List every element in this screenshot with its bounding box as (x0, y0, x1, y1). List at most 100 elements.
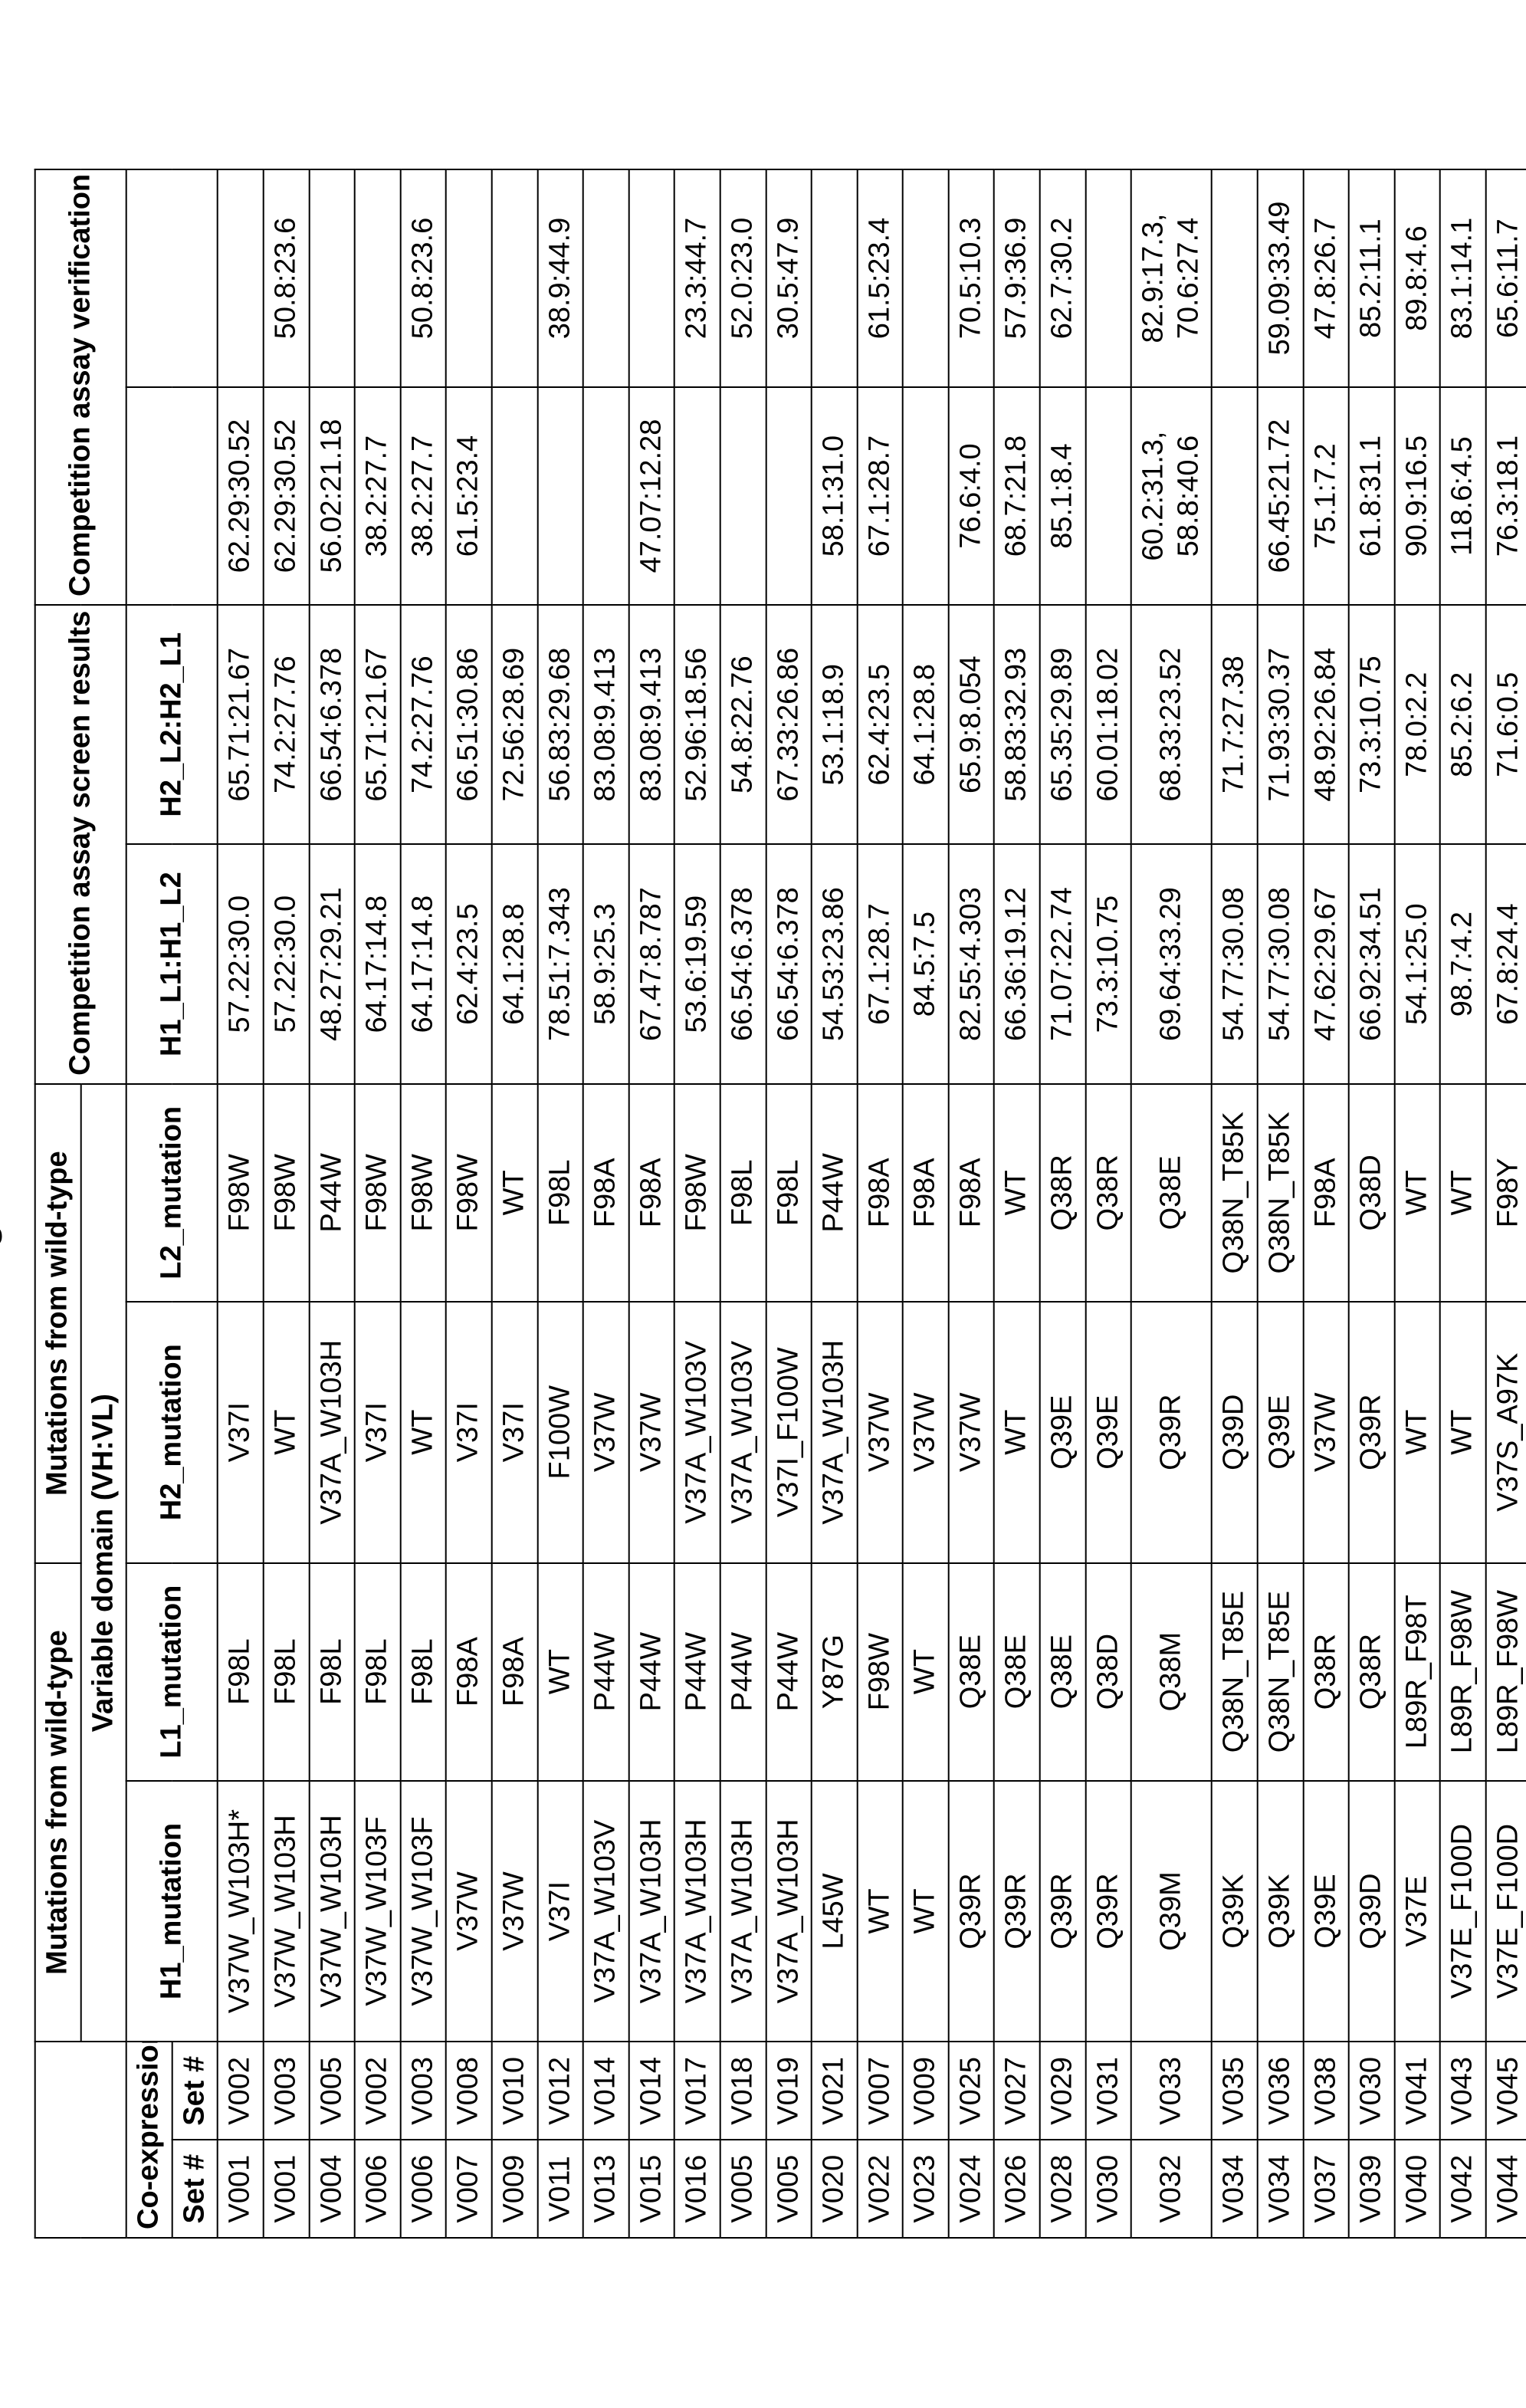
cell-scr2: 58.83:32.93 (994, 605, 1040, 844)
cell-l1: Q38R (1349, 1563, 1395, 1781)
cell-v2: 59.09:33.49 (1258, 169, 1304, 387)
cell-v2: 62.7:30.2 (1040, 169, 1086, 387)
cell-s1: V037 (1303, 2140, 1349, 2238)
cell-v2 (812, 169, 858, 387)
cell-scr2: 66.51:30.86 (446, 605, 492, 844)
cell-v2 (903, 169, 949, 387)
cell-h1: V37E_F100D (1486, 1781, 1526, 2042)
cell-h1: V37E_F100D (1440, 1781, 1486, 2042)
cell-h2: V37W (628, 1302, 674, 1563)
cell-s1: V001 (218, 2140, 264, 2238)
cell-l2: F98A (903, 1084, 949, 1302)
cell-v1: 76.3:18.1 (1486, 387, 1526, 605)
cell-v2 (492, 169, 538, 387)
table-row: V005V018V37A_W103HP44WV37A_W103VF98L66.5… (720, 169, 766, 2238)
table-row: V009V010V37WF98AV37IWT64.1:28.872.56:28.… (492, 169, 538, 2238)
cell-scr1: 66.92:34.51 (1349, 844, 1395, 1083)
cell-s2: V019 (766, 2042, 812, 2140)
cell-h1: V37W_W103H (309, 1781, 355, 2042)
cell-scr1: 64.17:14.8 (355, 844, 401, 1083)
cell-scr1: 54.1:25.0 (1395, 844, 1441, 1083)
cell-scr1: 54.77:30.08 (1258, 844, 1304, 1083)
cell-s2: V029 (1040, 2042, 1086, 2140)
cell-l2: F98L (720, 1084, 766, 1302)
hdr-screen: Competition assay screen results (35, 605, 126, 1084)
rotated-content: Figure 1 Mutations from wild-type Mutati… (0, 169, 1526, 2239)
cell-h1: Q39R (949, 1781, 995, 2042)
cell-h1: Q39R (994, 1781, 1040, 2042)
cell-v1: 67.1:28.7 (857, 387, 903, 605)
cell-h1: Q39E (1303, 1781, 1349, 2042)
cell-h2: V37A_W103V (720, 1302, 766, 1563)
table-row: V001V003V37W_W103HF98LWTF98W57.22:30.074… (264, 169, 310, 2238)
cell-l1: F98L (264, 1563, 310, 1781)
cell-l2: Q38R (1085, 1084, 1131, 1302)
cell-scr2: 68.33:23.52 (1131, 605, 1212, 844)
cell-s2: V035 (1212, 2042, 1258, 2140)
cell-v1: 47.07:12.28 (628, 387, 674, 605)
hdr-h1: H1_mutation (126, 1781, 218, 2042)
cell-scr1: 71.07:22.74 (1040, 844, 1086, 1083)
cell-v2 (1212, 169, 1258, 387)
cell-l1: F98L (309, 1563, 355, 1781)
cell-h1: WT (857, 1781, 903, 2042)
cell-s1: V006 (355, 2140, 401, 2238)
cell-l1: Q38N_T85E (1258, 1563, 1304, 1781)
cell-scr1: 47.62:29.67 (1303, 844, 1349, 1083)
cell-scr2: 85.2:6.2 (1440, 605, 1486, 844)
cell-h1: V37W_W103F (355, 1781, 401, 2042)
cell-h2: Q39E (1085, 1302, 1131, 1563)
cell-s2: V033 (1131, 2042, 1212, 2140)
hdr-vdomain: Variable domain (VH:VL) (80, 1084, 126, 2042)
cell-l1: F98W (857, 1563, 903, 1781)
cell-scr2: 71.7:27.38 (1212, 605, 1258, 844)
cell-h1: Q39K (1212, 1781, 1258, 2042)
cell-h2: Q39D (1212, 1302, 1258, 1563)
cell-l2: F98W (218, 1084, 264, 1302)
cell-v1: 56.02:21.18 (309, 387, 355, 605)
cell-s2: V008 (446, 2042, 492, 2140)
cell-scr1: 66.54:6.378 (766, 844, 812, 1083)
cell-v2: 70.5:10.3 (949, 169, 995, 387)
cell-s2: V003 (264, 2042, 310, 2140)
cell-h2: WT (264, 1302, 310, 1563)
hdr-l1: L1_mutation (126, 1563, 218, 1781)
cell-l1: Q38R (1303, 1563, 1349, 1781)
cell-l2: F98A (949, 1084, 995, 1302)
cell-h2: Q39E (1040, 1302, 1086, 1563)
table-row: V020V021L45WY87GV37A_W103HP44W54.53:23.8… (812, 169, 858, 2238)
cell-v2: 82.9:17.3, 70.6:27.4 (1131, 169, 1212, 387)
subheader-body: Co-expression set H1_mutation L1_mutatio… (126, 169, 218, 2238)
cell-v1 (766, 387, 812, 605)
cell-v2: 23.3:44.7 (674, 169, 720, 387)
table-row: V006V002V37W_W103FF98LV37IF98W64.17:14.8… (355, 169, 401, 2238)
cell-l2: F98W (400, 1084, 446, 1302)
cell-h1: V37W (446, 1781, 492, 2042)
cell-h1: V37E (1395, 1781, 1441, 2042)
table-row: V044V045V37E_F100DL89R_F98WV37S_A97KF98Y… (1486, 169, 1526, 2238)
cell-scr1: 67.1:28.7 (857, 844, 903, 1083)
cell-scr1: 73.3:10.75 (1085, 844, 1131, 1083)
hdr-h2: H2_mutation (126, 1302, 218, 1563)
cell-l1: Q38D (1085, 1563, 1131, 1781)
cell-v1: 66.45:21.72 (1258, 387, 1304, 605)
cell-scr1: 78.51:7.343 (537, 844, 583, 1083)
cell-scr1: 67.47:8.787 (628, 844, 674, 1083)
cell-scr1: 53.6:19.59 (674, 844, 720, 1083)
subheader-row-1: Co-expression set H1_mutation L1_mutatio… (126, 169, 172, 2238)
cell-v1 (583, 387, 629, 605)
cell-h2: Q39R (1131, 1302, 1212, 1563)
cell-l2: F98A (628, 1084, 674, 1302)
table-row: V006V003V37W_W103FF98LWTF98W64.17:14.874… (400, 169, 446, 2238)
cell-s2: V027 (994, 2042, 1040, 2140)
cell-s1: V022 (857, 2140, 903, 2238)
cell-scr1: 98.7:4.2 (1440, 844, 1486, 1083)
cell-s2: V002 (355, 2042, 401, 2140)
cell-scr2: 72.56:28.69 (492, 605, 538, 844)
cell-v1 (1212, 387, 1258, 605)
cell-scr1: 57.22:30.0 (264, 844, 310, 1083)
cell-l2: F98A (583, 1084, 629, 1302)
hdr-coexpr: Co-expression set (126, 2042, 172, 2238)
cell-h1: Q39M (1131, 1781, 1212, 2042)
cell-v2: 61.5:23.4 (857, 169, 903, 387)
